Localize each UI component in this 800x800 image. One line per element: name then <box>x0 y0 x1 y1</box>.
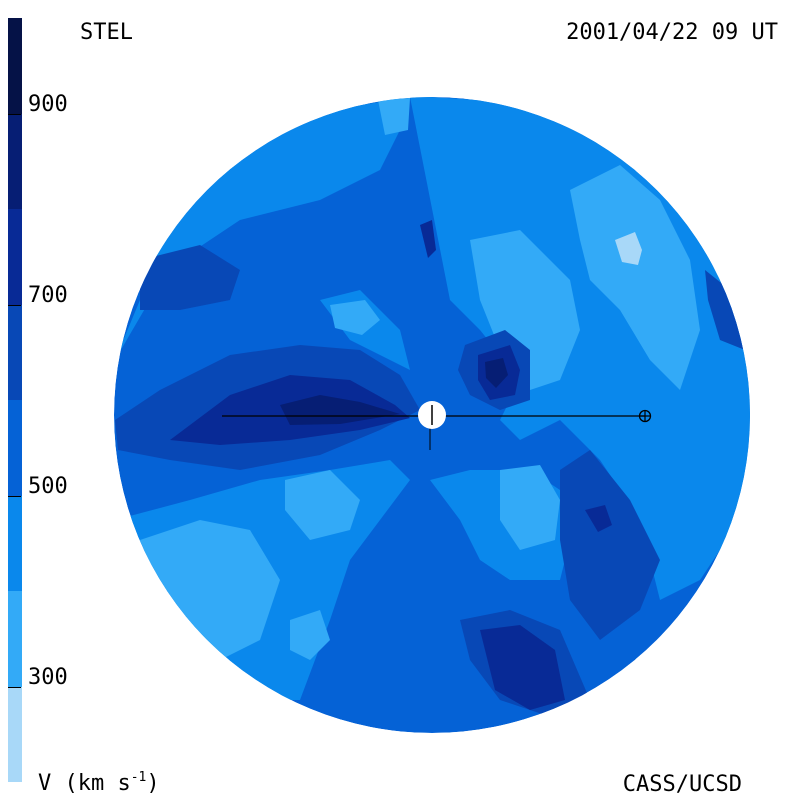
colorbar-segment <box>8 18 22 114</box>
colorbar-tick-label: 900 <box>28 91 68 117</box>
colorbar-tick-label: 700 <box>28 282 68 308</box>
contour-darker-southeast-small <box>585 505 612 532</box>
colorbar-segment <box>8 209 22 305</box>
contour-darkest-ne <box>485 358 508 388</box>
colorbar-tick <box>8 304 21 306</box>
timestamp: 2001/04/22 09 UT <box>566 20 778 45</box>
colorbar-tick <box>8 113 21 115</box>
contour-light-west-upper <box>115 102 400 360</box>
colorbar-tick-label: 500 <box>28 473 68 499</box>
credit-label: CASS/UCSD <box>622 772 742 797</box>
contour-lighter-center-patch <box>330 300 380 335</box>
contour-dark-east-edge <box>705 270 745 350</box>
colorbar <box>8 18 22 782</box>
colorbar-segment <box>8 304 22 400</box>
colorbar-segment <box>8 495 22 591</box>
contour-darker-north-spike <box>420 220 436 258</box>
colorbar-tick-label: 300 <box>28 664 68 690</box>
unit-label: V (km s-1) <box>38 771 160 795</box>
colorbar-tick <box>8 686 21 688</box>
colorbar-tick <box>8 495 21 497</box>
contour-dark-northwest <box>140 245 240 310</box>
earth-icon <box>638 409 652 423</box>
source-label: STEL <box>80 20 133 45</box>
unit-prefix: V (km s <box>38 771 131 796</box>
contour-lighter-sw-blob <box>285 470 360 540</box>
contour-darker-south <box>480 625 565 710</box>
contour-lighter-southwest <box>140 520 280 660</box>
contour-darkest-west <box>280 395 400 425</box>
contour-lighter-top <box>378 98 410 135</box>
contour-dark-southeast <box>560 450 660 640</box>
contour-lighter-south-small <box>290 610 330 660</box>
unit-exponent: -1 <box>130 770 147 785</box>
contour-lighter-east <box>570 165 700 390</box>
unit-suffix: ) <box>146 771 160 796</box>
contour-light-east <box>410 97 750 600</box>
colorbar-segment <box>8 113 22 209</box>
colorbar-segment <box>8 591 22 687</box>
contour-lighter-mid <box>470 230 580 390</box>
contour-lighter-south <box>500 465 560 550</box>
colorbar-segment <box>8 400 22 496</box>
contour-palest <box>615 232 642 265</box>
colorbar-segment <box>8 686 22 782</box>
